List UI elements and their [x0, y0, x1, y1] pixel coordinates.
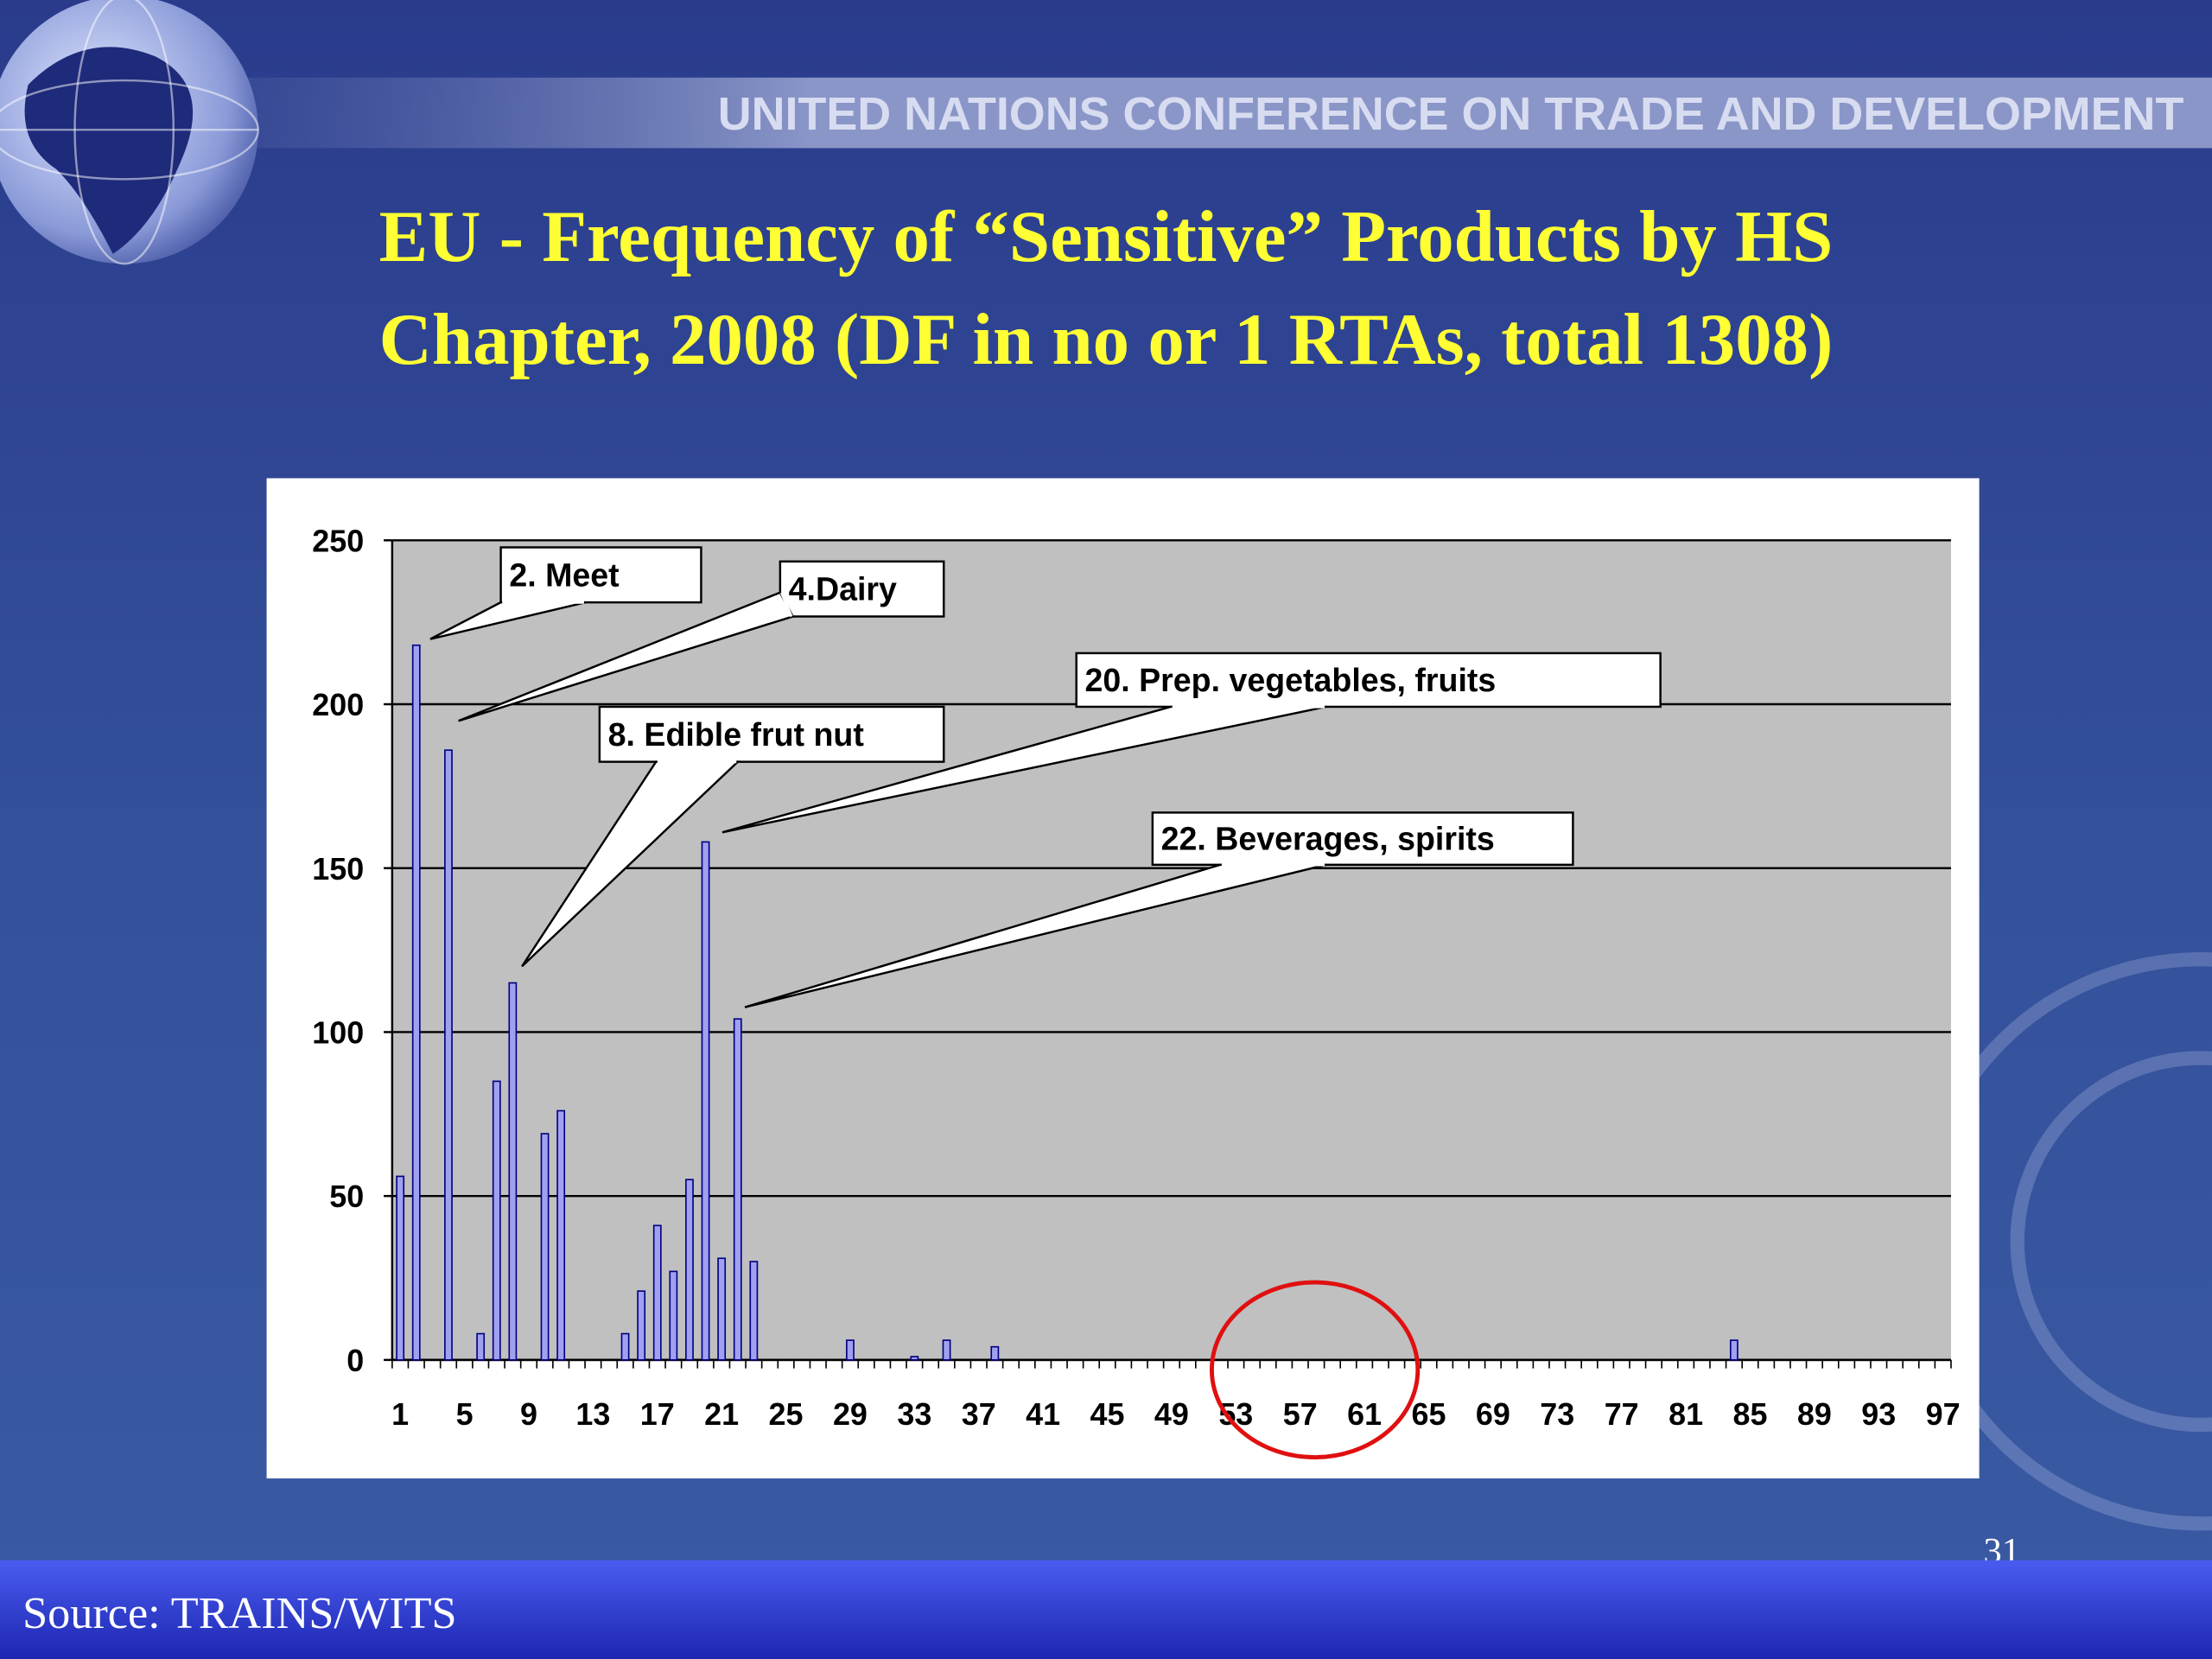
bar — [990, 1345, 1000, 1361]
x-tick-label: 33 — [897, 1396, 931, 1432]
bar — [733, 1018, 742, 1361]
x-tick-label: 17 — [640, 1396, 675, 1432]
x-tick-label: 85 — [1732, 1396, 1767, 1432]
callout-box — [1075, 652, 1662, 709]
annotation: 8. Edible frut nut — [608, 716, 865, 753]
x-tick-label: 77 — [1605, 1396, 1639, 1432]
bar — [508, 982, 518, 1361]
x-tick-label: 9 — [520, 1396, 537, 1432]
globe — [0, 0, 259, 265]
chart-title: Chapter, 2008 (DF in no or 1 RTAs, total… — [379, 299, 1834, 380]
bar — [637, 1290, 646, 1361]
x-tick-label: 97 — [1926, 1396, 1961, 1432]
bar — [749, 1261, 759, 1361]
annotation: 2. Meet — [509, 556, 620, 593]
footer-source: Source: TRAINS/WITS — [22, 1588, 456, 1638]
x-tick-label: 49 — [1154, 1396, 1189, 1432]
bar — [669, 1270, 678, 1361]
y-tick-label: 200 — [312, 687, 364, 722]
x-tick-label: 45 — [1090, 1396, 1125, 1432]
callout-box — [779, 560, 945, 618]
bar — [685, 1179, 694, 1361]
x-tick-label: 69 — [1476, 1396, 1510, 1432]
x-tick-label: 93 — [1861, 1396, 1896, 1432]
bar — [411, 644, 421, 1361]
x-tick-label: 5 — [456, 1396, 474, 1432]
bar — [701, 841, 710, 1361]
bar — [717, 1257, 727, 1361]
bar — [444, 749, 453, 1361]
y-tick-label: 100 — [312, 1015, 364, 1051]
x-tick-label: 61 — [1347, 1396, 1382, 1432]
x-tick-label: 37 — [962, 1396, 996, 1432]
bar — [476, 1332, 486, 1361]
x-tick-label: 25 — [769, 1396, 804, 1432]
y-tick-label: 0 — [346, 1343, 364, 1378]
bar — [1729, 1339, 1738, 1361]
callout-box — [1151, 811, 1574, 867]
x-tick-label: 13 — [575, 1396, 610, 1432]
bar — [396, 1175, 405, 1361]
callout-pointer-cover — [779, 592, 793, 618]
bar — [540, 1133, 550, 1361]
footer-band — [0, 1560, 2212, 1659]
x-tick-label: 65 — [1412, 1396, 1446, 1432]
annotation: 20. Prep. vegetables, fruits — [1085, 662, 1497, 698]
callout-box — [499, 546, 702, 604]
x-tick-label: 41 — [1026, 1396, 1060, 1432]
x-tick-label: 81 — [1669, 1396, 1703, 1432]
bar — [846, 1339, 855, 1361]
callout-box — [598, 705, 945, 763]
bar — [652, 1224, 662, 1361]
bar — [620, 1332, 630, 1361]
bar — [492, 1080, 501, 1361]
header-band — [211, 77, 2212, 149]
bar — [910, 1356, 919, 1361]
x-tick-label: 89 — [1797, 1396, 1832, 1432]
y-tick-label: 150 — [312, 851, 364, 887]
x-tick-label: 29 — [833, 1396, 868, 1432]
annotation: 4.Dairy — [789, 571, 897, 607]
annotation: 22. Beverages, spirits — [1161, 821, 1495, 857]
highlight-circle — [1210, 1280, 1421, 1459]
y-tick-label: 50 — [329, 1179, 364, 1214]
y-tick-label: 250 — [312, 523, 364, 558]
x-tick-label: 57 — [1283, 1396, 1318, 1432]
x-tick-label: 1 — [391, 1396, 409, 1432]
chart-title: EU - Frequency of “Sensitive” Products b… — [379, 196, 1834, 277]
x-tick-label: 21 — [704, 1396, 739, 1432]
bar — [556, 1109, 566, 1361]
x-tick-label: 73 — [1540, 1396, 1574, 1432]
bar — [942, 1339, 951, 1361]
header-organization: UNITED NATIONS CONFERENCE ON TRADE AND D… — [718, 88, 2184, 140]
